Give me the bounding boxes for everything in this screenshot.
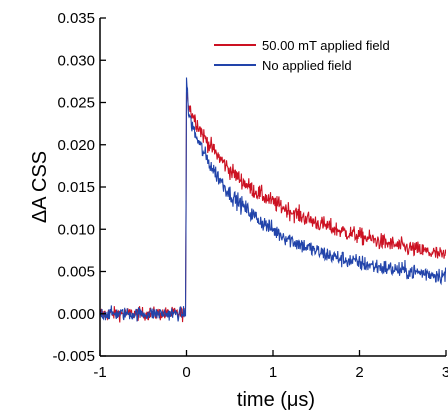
x-tick-label: 3: [442, 364, 448, 381]
y-tick-label: 0.025: [57, 95, 95, 112]
y-tick-label: -0.005: [52, 348, 95, 365]
x-tick-label: -1: [93, 364, 106, 381]
y-tick-label: 0.020: [57, 137, 95, 154]
series-line-1: [100, 77, 446, 322]
y-axis-title: ΔA CSS: [29, 151, 51, 223]
legend-label-1: No applied field: [262, 58, 352, 73]
y-tick-label: 0.015: [57, 179, 95, 196]
x-axis-title: time (μs): [237, 389, 315, 411]
legend: 50.00 mT applied field No applied field: [214, 38, 390, 73]
y-tick-label: 0.035: [57, 10, 95, 27]
series-line-0: [100, 92, 446, 323]
x-tick-label: 2: [355, 364, 363, 381]
x-tick-label: 0: [182, 364, 190, 381]
y-tick-label: 0.000: [57, 306, 95, 323]
y-tick-label: 0.005: [57, 264, 95, 281]
y-tick-label: 0.010: [57, 221, 95, 238]
legend-label-0: 50.00 mT applied field: [262, 38, 390, 53]
x-tick-label: 1: [269, 364, 277, 381]
y-tick-label: 0.030: [57, 52, 95, 69]
axes-layer: -0.005 0.000 0.005 0.010 0.015 0.020 0.025 0.03…: [29, 10, 448, 411]
plot-data-layer: [100, 77, 446, 323]
